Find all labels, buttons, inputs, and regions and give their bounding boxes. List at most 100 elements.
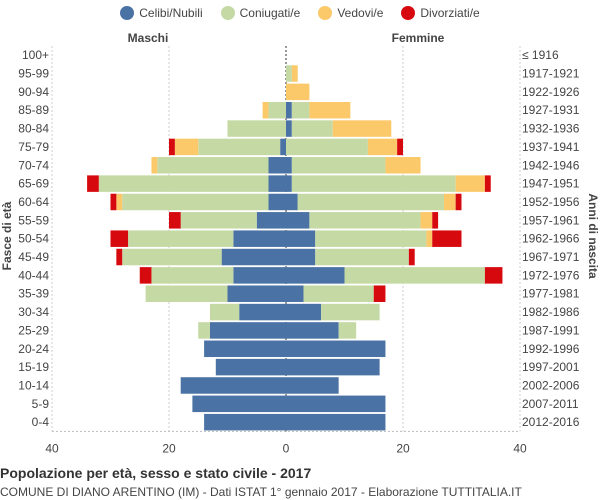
bar-female-coniugate xyxy=(309,212,421,229)
bar-female-divorziate xyxy=(455,193,462,211)
birth-year-label: 1972-1976 xyxy=(522,268,580,282)
bar-male-coniugati xyxy=(209,303,240,321)
bar-male-coniugati xyxy=(198,138,281,156)
bar-female-divorziate xyxy=(397,138,403,156)
bar-female-coniugate xyxy=(291,120,333,137)
bar-female-coniugate xyxy=(315,230,427,247)
bar-female-coniugate xyxy=(291,157,386,174)
x-tick-label: 0 xyxy=(283,441,290,455)
age-group-label: 10-14 xyxy=(18,378,49,392)
bar-female-nubili xyxy=(286,377,339,394)
x-tick-label: 20 xyxy=(162,441,176,455)
bars xyxy=(87,65,503,431)
bar-female-coniugate xyxy=(297,193,444,211)
birth-year-label: 1987-1991 xyxy=(522,323,580,337)
legend-item-celibi: Celibi/Nubili xyxy=(120,6,203,20)
bar-female-nubili xyxy=(286,267,345,284)
age-group-label: 75-79 xyxy=(18,140,49,154)
birth-year-label: 1967-1971 xyxy=(522,250,580,264)
bar-female-nubili xyxy=(286,101,292,119)
x-tick-label: 20 xyxy=(396,441,410,455)
legend-item-vedovi: Vedovi/e xyxy=(318,6,383,20)
age-group-label: 50-54 xyxy=(18,232,49,246)
bar-male-coniugati xyxy=(227,120,286,137)
age-group-label: 55-59 xyxy=(18,213,49,227)
bar-female-coniugate xyxy=(338,322,357,339)
bar-female-coniugate xyxy=(321,303,380,321)
bar-female-vedove xyxy=(332,120,392,137)
bar-male-celibi xyxy=(180,377,286,394)
bar-male-coniugati xyxy=(180,212,257,229)
bar-female-vedove xyxy=(291,65,298,82)
bar-female-coniugate xyxy=(286,65,292,82)
bar-male-celibi xyxy=(192,395,286,413)
birth-year-label: 1937-1941 xyxy=(522,140,580,154)
birth-year-label: 1982-1986 xyxy=(522,305,580,319)
bar-male-vedovi xyxy=(174,138,199,156)
birth-year-label: 1997-2001 xyxy=(522,360,580,374)
bar-female-nubili xyxy=(286,248,316,266)
birth-year-label: 1947-1951 xyxy=(522,177,580,191)
birth-year-label: 1922-1926 xyxy=(522,85,580,99)
legend-swatch-divorziati xyxy=(401,6,416,20)
x-tick-label: 40 xyxy=(45,441,59,455)
bar-female-nubili xyxy=(286,340,386,358)
bar-female-vedove xyxy=(385,157,421,174)
bar-male-celibi xyxy=(233,230,286,247)
male-header: Maschi xyxy=(128,31,169,45)
bar-female-nubili xyxy=(286,395,386,413)
birth-year-label: 2007-2011 xyxy=(522,397,579,411)
bar-male-divorziati xyxy=(110,193,117,211)
bar-female-vedove xyxy=(420,212,433,229)
bar-female-divorziate xyxy=(432,212,439,229)
age-group-label: 25-29 xyxy=(18,323,49,337)
bar-female-divorziate xyxy=(373,285,386,302)
birth-year-label: 2002-2006 xyxy=(522,378,580,392)
birth-year-label: 1977-1981 xyxy=(522,287,580,301)
bar-female-coniugate xyxy=(315,248,409,266)
age-group-label: 70-74 xyxy=(18,158,49,172)
bar-female-nubili xyxy=(286,230,316,247)
chart-title: Popolazione per età, sesso e stato civil… xyxy=(0,465,312,481)
birth-year-label: 1942-1946 xyxy=(522,158,580,172)
age-group-label: 5-9 xyxy=(32,397,50,411)
age-group-label: 0-4 xyxy=(32,415,50,429)
age-group-label: 100+ xyxy=(22,48,49,62)
age-group-label: 60-64 xyxy=(18,195,49,209)
legend-label-coniugati: Coniugati/e xyxy=(239,6,301,20)
bar-male-celibi xyxy=(280,138,286,156)
bar-male-coniugati xyxy=(128,230,234,247)
bar-male-coniugati xyxy=(268,101,286,119)
age-group-label: 15-19 xyxy=(18,360,49,374)
legend-label-vedovi: Vedovi/e xyxy=(337,6,384,20)
age-group-label: 40-44 xyxy=(18,268,49,282)
bar-female-divorziate xyxy=(484,175,491,192)
age-group-labels: 100+ 95-99 90-94 85-89 80-84 75-79 70-74 65-69 6… xyxy=(18,48,49,429)
bar-male-celibi xyxy=(268,157,286,174)
x-tick-labels: 40 20 0 20 40 xyxy=(45,441,527,455)
bar-male-divorziati xyxy=(139,267,152,284)
bar-male-celibi xyxy=(215,358,286,376)
bar-female-nubili xyxy=(286,120,292,137)
bar-male-celibi xyxy=(268,175,286,192)
legend-swatch-vedovi xyxy=(318,6,333,20)
bar-female-divorziate xyxy=(484,267,503,284)
birth-year-label: 1917-1921 xyxy=(522,67,580,81)
bar-female-nubili xyxy=(286,303,322,321)
bar-male-divorziati xyxy=(110,230,129,247)
y-axis-right-label: Anni di nascita xyxy=(586,193,600,279)
bar-female-nubili xyxy=(286,358,380,376)
bar-male-coniugati xyxy=(145,285,228,302)
chart-source: COMUNE DI DIANO ARENTINO (IM) - Dati IST… xyxy=(0,485,522,499)
bar-female-coniugate xyxy=(303,285,374,302)
bar-female-nubili xyxy=(286,193,298,211)
age-group-label: 95-99 xyxy=(18,67,49,81)
birth-year-label: 1992-1996 xyxy=(522,342,580,356)
y-axis-left-label: Fasce di età xyxy=(0,201,14,270)
birth-year-label: 1957-1961 xyxy=(522,213,580,227)
bar-female-nubili xyxy=(286,157,292,174)
bar-male-celibi xyxy=(204,340,286,358)
legend-item-divorziati: Divorziati/e xyxy=(401,6,480,20)
bar-male-divorziati xyxy=(169,212,181,229)
bar-female-coniugate xyxy=(344,267,485,284)
